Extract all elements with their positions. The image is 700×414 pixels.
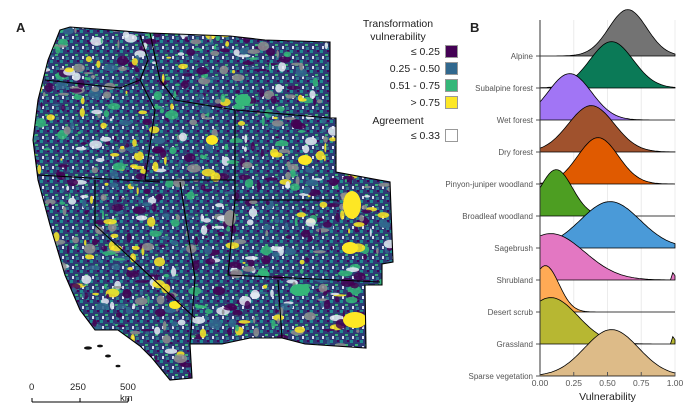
y-tick-label: Shrubland <box>497 276 533 285</box>
legend-row-0: ≤ 0.25 <box>338 44 458 61</box>
scale-bar: 0 250 500 km <box>28 382 136 404</box>
y-tick-label: Alpine <box>511 52 534 61</box>
legend-row-3: > 0.75 <box>338 95 458 112</box>
y-tick-label: Sparse vegetation <box>469 372 534 381</box>
legend-label-0: ≤ 0.25 <box>410 46 440 58</box>
agreement-row: ≤ 0.33 <box>338 128 458 145</box>
agreement-title: Agreement <box>372 115 424 127</box>
legend-row-1: 0.25 - 0.50 <box>338 61 458 78</box>
map-legend: Transformation vulnerability ≤ 0.25 0.25 … <box>338 18 458 145</box>
legend-label-1: 0.25 - 0.50 <box>389 63 440 75</box>
agreement-label: ≤ 0.33 <box>410 130 440 142</box>
y-tick-label: Sagebrush <box>494 244 533 253</box>
density-sparse-vegetation <box>539 329 676 377</box>
y-tick-label: Pinyon-juniper woodland <box>445 180 533 189</box>
density-dry-forest <box>539 105 676 153</box>
legend-title-line2: vulnerability <box>370 31 426 43</box>
legend-swatch-3 <box>445 96 458 109</box>
scale-tick-500: 500 km <box>120 382 136 404</box>
x-tick-label: 0.50 <box>599 378 616 388</box>
legend-title-line1: Transformation <box>362 18 434 30</box>
legend-label-2: 0.51 - 0.75 <box>389 80 440 92</box>
density-wet-forest <box>539 73 675 121</box>
legend-title: Transformation vulnerability <box>338 18 458 44</box>
islands <box>84 344 121 368</box>
y-tick-label: Desert scrub <box>488 308 534 317</box>
x-tick-label: 1.00 <box>667 378 684 388</box>
panel-b-letter: B <box>470 20 480 35</box>
scale-tick-250: 250 <box>70 382 86 393</box>
x-tick-label: 0.25 <box>565 378 582 388</box>
state-boundaries <box>32 26 394 381</box>
x-axis-label: Vulnerability <box>579 391 637 403</box>
agreement-swatch <box>445 129 458 142</box>
y-tick-label: Dry forest <box>498 148 533 157</box>
y-tick-label: Broadleaf woodland <box>462 212 533 221</box>
western-us-map[interactable] <box>0 0 400 414</box>
legend-row-2: 0.51 - 0.75 <box>338 78 458 95</box>
x-tick-label: 0.75 <box>633 378 650 388</box>
ridgeline-chart: Alpine Subalpine forest Wet forest Dry fore… <box>445 9 684 403</box>
legend-label-3: > 0.75 <box>410 97 441 109</box>
density-shrubland <box>539 233 676 281</box>
panel-a-letter: A <box>16 20 26 35</box>
legend-swatch-0 <box>445 45 458 58</box>
y-tick-label: Wet forest <box>497 116 534 125</box>
x-tick-label: 0.00 <box>532 378 549 388</box>
y-tick-label: Grassland <box>497 340 533 349</box>
legend-swatch-2 <box>445 79 458 92</box>
y-tick-label: Subalpine forest <box>475 84 534 93</box>
legend-swatch-1 <box>445 62 458 75</box>
density-alpine <box>540 9 676 57</box>
scale-tick-0: 0 <box>29 382 35 393</box>
